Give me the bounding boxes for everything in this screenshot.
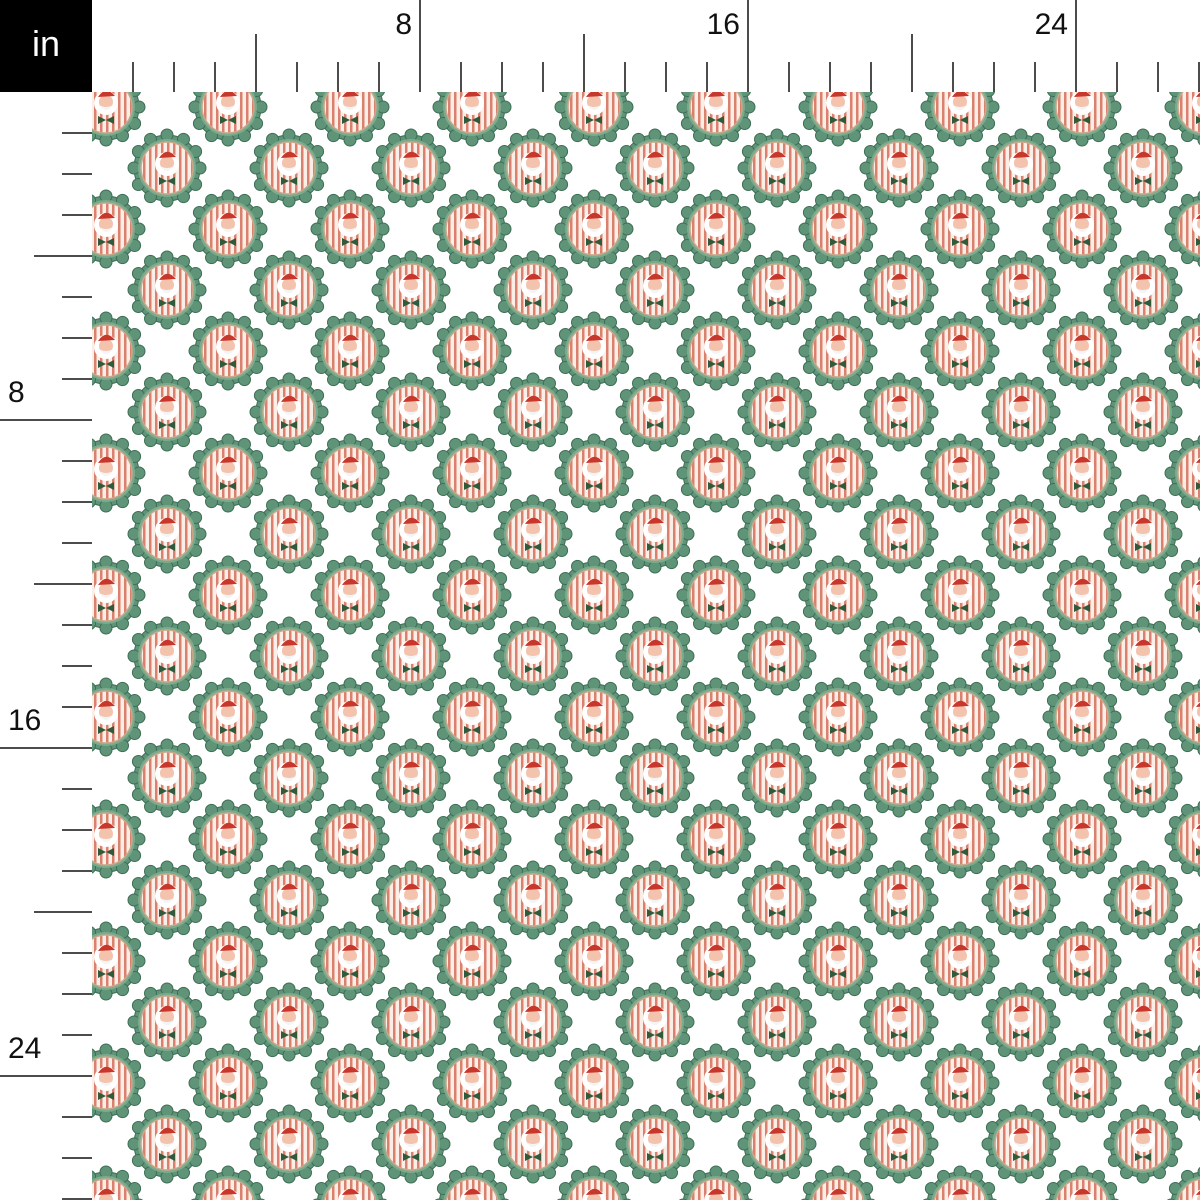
top-ruler-label: 16 [707,8,740,41]
left-ruler-label: 16 [8,704,41,737]
unit-label: in [32,23,60,64]
top-ruler-label: 8 [395,8,412,41]
unit-box [0,0,92,92]
left-ruler-label: 24 [8,1032,41,1065]
top-ruler-label: 24 [1035,8,1068,41]
fabric-print [92,92,1200,1200]
left-ruler-label: 8 [8,376,25,409]
